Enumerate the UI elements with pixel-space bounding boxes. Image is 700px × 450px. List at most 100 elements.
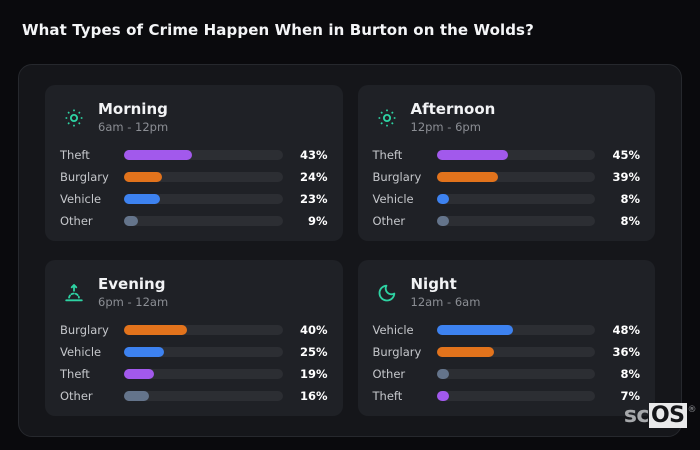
bar-fill bbox=[436, 369, 450, 380]
card-heading-text: Morning 6am - 12pm bbox=[98, 100, 169, 135]
crime-percent-value: 24% bbox=[299, 170, 328, 185]
card-header: Evening 6pm - 12am bbox=[60, 274, 328, 309]
sun-icon bbox=[375, 106, 399, 130]
crime-percent-value: 43% bbox=[299, 148, 328, 163]
crime-bar-row: Burglary 24% bbox=[60, 169, 328, 185]
bar-track bbox=[436, 150, 595, 161]
bar-track bbox=[436, 325, 595, 336]
card-subtitle: 12am - 6am bbox=[410, 295, 481, 310]
bar-list: Burglary 40% Vehicle 25% Theft 19% Other 16% bbox=[60, 322, 328, 404]
timeperiod-card-evening: Evening 6pm - 12am Burglary 40% Vehicle 25% Th… bbox=[45, 260, 343, 416]
timeperiod-card-afternoon: Afternoon 12pm - 6pm Theft 45% Burglary 39% Ve… bbox=[357, 85, 655, 241]
crime-percent-value: 8% bbox=[620, 367, 640, 382]
card-subtitle: 6pm - 12am bbox=[98, 295, 169, 310]
crime-bar-row: Vehicle 8% bbox=[373, 191, 641, 207]
crime-bar-row: Vehicle 23% bbox=[60, 191, 328, 207]
crime-percent-value: 39% bbox=[612, 170, 640, 185]
crime-bar-row: Vehicle 25% bbox=[60, 344, 328, 360]
crime-bar-row: Theft 45% bbox=[373, 147, 641, 163]
crime-type-label: Theft bbox=[60, 148, 90, 163]
bar-track bbox=[436, 391, 595, 402]
card-title: Evening bbox=[98, 275, 166, 293]
bar-fill bbox=[124, 216, 139, 227]
crime-bar-row: Vehicle 48% bbox=[373, 322, 641, 338]
card-heading-text: Afternoon 12pm - 6pm bbox=[410, 100, 496, 135]
bar-fill bbox=[124, 194, 161, 205]
card-heading-text: Night 12am - 6am bbox=[410, 275, 481, 310]
crime-bar-row: Burglary 40% bbox=[60, 322, 328, 338]
crime-percent-value: 8% bbox=[620, 192, 640, 207]
bar-track bbox=[436, 216, 595, 227]
crime-type-label: Theft bbox=[372, 148, 403, 163]
crime-percent-value: 36% bbox=[612, 345, 640, 360]
bar-track bbox=[124, 216, 283, 227]
crime-by-time-panel: Morning 6am - 12pm Theft 43% Burglary 24% Vehi… bbox=[18, 64, 682, 437]
crime-type-label: Vehicle bbox=[60, 192, 102, 207]
bar-track bbox=[124, 325, 283, 336]
crime-percent-value: 48% bbox=[612, 323, 640, 338]
bar-track bbox=[436, 194, 595, 205]
bar-track bbox=[124, 194, 283, 205]
crime-type-label: Vehicle bbox=[60, 345, 102, 360]
timeperiod-card-morning: Morning 6am - 12pm Theft 43% Burglary 24% Vehi… bbox=[45, 85, 343, 241]
crime-type-label: Burglary bbox=[60, 170, 109, 185]
bar-track bbox=[124, 347, 283, 358]
crime-bar-row: Theft 43% bbox=[60, 147, 328, 163]
bar-list: Theft 45% Burglary 39% Vehicle 8% Other 8% bbox=[373, 147, 641, 229]
bar-fill bbox=[124, 369, 155, 380]
card-subtitle: 12pm - 6pm bbox=[410, 120, 481, 135]
crime-percent-value: 25% bbox=[299, 345, 328, 360]
bar-list: Vehicle 48% Burglary 36% Other 8% Theft 7% bbox=[373, 322, 641, 404]
crime-type-label: Theft bbox=[60, 367, 90, 382]
card-header: Night 12am - 6am bbox=[373, 274, 641, 309]
crime-percent-value: 9% bbox=[307, 214, 328, 229]
crime-bar-row: Burglary 39% bbox=[373, 169, 641, 185]
crime-bar-row: Other 16% bbox=[60, 388, 328, 404]
bar-track bbox=[436, 172, 595, 183]
scos-watermark: scOS ® bbox=[623, 403, 697, 428]
watermark-mark: OS bbox=[648, 403, 687, 428]
bar-fill bbox=[124, 150, 193, 161]
crime-type-label: Burglary bbox=[60, 323, 109, 338]
crime-type-label: Other bbox=[372, 367, 406, 382]
card-subtitle: 6am - 12pm bbox=[98, 120, 169, 135]
card-header: Afternoon 12pm - 6pm bbox=[373, 99, 641, 134]
crime-bar-row: Other 8% bbox=[373, 213, 641, 229]
registered-trademark-icon: ® bbox=[687, 405, 697, 415]
page-title: What Types of Crime Happen When in Burto… bbox=[22, 21, 534, 39]
bar-track bbox=[436, 347, 595, 358]
bar-fill bbox=[436, 216, 450, 227]
bar-track bbox=[436, 369, 595, 380]
bar-track bbox=[124, 369, 283, 380]
crime-percent-value: 45% bbox=[612, 148, 640, 163]
crime-type-label: Other bbox=[60, 214, 93, 229]
crime-type-label: Other bbox=[372, 214, 406, 229]
crime-percent-value: 19% bbox=[299, 367, 328, 382]
crime-type-label: Burglary bbox=[372, 345, 422, 360]
bar-fill bbox=[124, 347, 164, 358]
crime-percent-value: 7% bbox=[620, 389, 640, 404]
crime-type-label: Burglary bbox=[372, 170, 422, 185]
crime-bar-row: Other 8% bbox=[373, 366, 641, 382]
crime-percent-value: 23% bbox=[299, 192, 328, 207]
card-title: Afternoon bbox=[410, 100, 496, 118]
crime-bar-row: Other 9% bbox=[60, 213, 328, 229]
sunset-icon bbox=[62, 281, 86, 305]
sun-icon bbox=[62, 106, 86, 130]
bar-fill bbox=[436, 194, 450, 205]
bar-fill bbox=[124, 172, 163, 183]
bar-fill bbox=[124, 391, 150, 402]
crime-bar-row: Burglary 36% bbox=[373, 344, 641, 360]
timeperiod-card-night: Night 12am - 6am Vehicle 48% Burglary 36% Othe… bbox=[357, 260, 655, 416]
card-title: Morning bbox=[98, 100, 168, 118]
bar-list: Theft 43% Burglary 24% Vehicle 23% Other 9% bbox=[60, 147, 328, 229]
bar-fill bbox=[436, 150, 508, 161]
watermark-prefix: sc bbox=[623, 403, 650, 428]
card-title: Night bbox=[410, 275, 457, 293]
crime-type-label: Vehicle bbox=[372, 323, 414, 338]
crime-percent-value: 16% bbox=[299, 389, 328, 404]
crime-percent-value: 8% bbox=[620, 214, 640, 229]
crime-bar-row: Theft 7% bbox=[373, 388, 641, 404]
crime-type-label: Vehicle bbox=[372, 192, 414, 207]
crime-type-label: Other bbox=[60, 389, 93, 404]
